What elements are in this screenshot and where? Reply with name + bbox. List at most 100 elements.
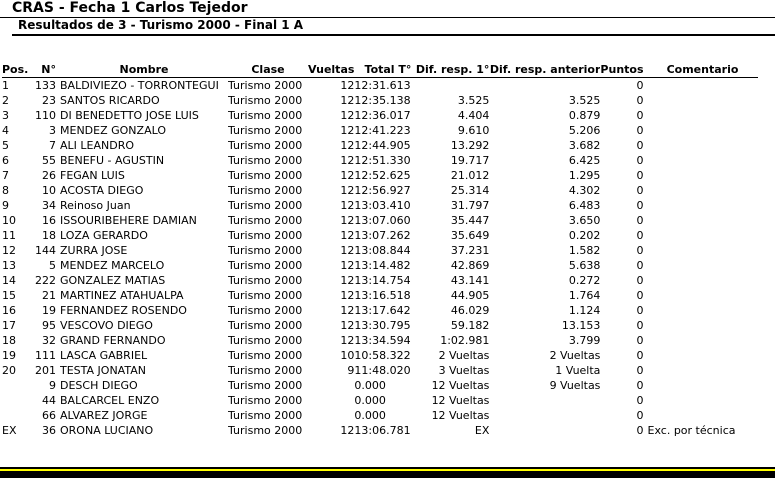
cell-diff-previous: 1.124 — [568, 304, 601, 317]
cell-laps: 12 — [340, 319, 355, 332]
cell-points: 0 — [636, 169, 644, 182]
cell-pos: 9 — [2, 199, 9, 212]
cell-laps — [308, 393, 354, 408]
cell-comment — [644, 393, 758, 408]
cell-pos: EX — [2, 424, 17, 437]
cell-total-time: 10:58.322 — [354, 349, 411, 362]
cell-number: 111 — [35, 349, 56, 362]
cell-laps: 12 — [340, 289, 355, 302]
cell-class: Turismo 2000 — [228, 289, 303, 302]
cell-total-time: 12:44.905 — [354, 139, 411, 152]
cell-comment — [644, 93, 758, 108]
cell-class: Turismo 2000 — [228, 304, 303, 317]
column-header-pos: Pos. — [2, 62, 30, 78]
cell-diff-first: 12 Vueltas — [431, 379, 490, 392]
cell-laps: 12 — [340, 259, 355, 272]
cell-number: 5 — [49, 259, 56, 272]
cell-comment — [644, 378, 758, 393]
cell-points: 0 — [636, 424, 644, 437]
cell-diff-first: 42.869 — [450, 259, 490, 272]
cell-diff-first: 13.292 — [450, 139, 490, 152]
cell-diff-previous: 1.295 — [568, 169, 601, 182]
cell-name: ACOSTA DIEGO — [60, 184, 144, 197]
cell-number: 21 — [42, 289, 56, 302]
table-row: 6 55 BENEFU - AGUSTIN Turismo 2000 12 12:51.3… — [2, 153, 758, 168]
cell-total-time: 13:08.844 — [354, 244, 411, 257]
cell-class: Turismo 2000 — [228, 199, 303, 212]
footer-yellow-bar — [0, 467, 775, 472]
cell-name: ALVAREZ JORGE — [60, 409, 148, 422]
cell-diff-first: 3.525 — [457, 94, 490, 107]
column-header-class: Clase — [228, 62, 308, 78]
cell-points: 0 — [636, 109, 644, 122]
cell-diff-first: 19.717 — [450, 154, 490, 167]
cell-laps: 12 — [340, 214, 355, 227]
cell-points: 0 — [636, 259, 644, 272]
cell-number: 95 — [42, 319, 56, 332]
table-row: 2 23 SANTOS RICARDO Turismo 2000 12 12:35.138… — [2, 93, 758, 108]
cell-diff-previous: 5.206 — [568, 124, 601, 137]
cell-diff-first: 9.610 — [457, 124, 490, 137]
cell-comment — [644, 138, 758, 153]
cell-diff-previous: 6.425 — [568, 154, 601, 167]
cell-name: ORONA LUCIANO — [60, 424, 154, 437]
table-row: 14 222 GONZALEZ MATIAS Turismo 2000 12 13:14.… — [2, 273, 758, 288]
cell-comment — [644, 288, 758, 303]
cell-points: 0 — [636, 124, 644, 137]
cell-number: 26 — [42, 169, 56, 182]
cell-diff-first: 1:02.981 — [440, 334, 490, 347]
cell-class: Turismo 2000 — [228, 184, 303, 197]
cell-points: 0 — [636, 229, 644, 242]
table-row: 10 16 ISSOURIBEHERE DAMIAN Turismo 2000 12 13… — [2, 213, 758, 228]
column-header-laps: Vueltas — [308, 62, 355, 78]
cell-name: Reinoso Juan — [60, 199, 131, 212]
column-header-diff-first: Dif. resp. 1° — [411, 62, 490, 78]
cell-diff-first: 46.029 — [450, 304, 490, 317]
cell-diff-first: 2 Vueltas — [438, 349, 490, 362]
cell-comment — [644, 213, 758, 228]
cell-diff-previous: 3.525 — [568, 94, 601, 107]
cell-number: 10 — [42, 184, 56, 197]
cell-number: 44 — [42, 394, 56, 407]
cell-laps: 12 — [340, 334, 355, 347]
cell-total-time: 13:34.594 — [354, 334, 411, 347]
cell-comment — [644, 273, 758, 288]
cell-points: 0 — [636, 349, 644, 362]
cell-laps: 12 — [340, 199, 355, 212]
cell-diff-first: 4.404 — [457, 109, 490, 122]
cell-diff-previous: 5.638 — [568, 259, 601, 272]
cell-total-time: 12:52.625 — [354, 169, 411, 182]
cell-class: Turismo 2000 — [228, 229, 303, 242]
column-header-name: Nombre — [60, 62, 228, 78]
cell-number: 18 — [42, 229, 56, 242]
cell-number: 32 — [42, 334, 56, 347]
cell-name: GRAND FERNANDO — [60, 334, 166, 347]
cell-pos: 11 — [2, 229, 16, 242]
cell-laps: 12 — [340, 169, 355, 182]
cell-total-time: 12:31.613 — [354, 79, 411, 92]
cell-laps: 12 — [340, 184, 355, 197]
table-row: 13 5 MENDEZ MARCELO Turismo 2000 12 13:14.482… — [2, 258, 758, 273]
cell-class: Turismo 2000 — [228, 364, 303, 377]
cell-pos — [2, 378, 30, 393]
cell-diff-first: 44.905 — [450, 289, 490, 302]
table-row: 18 32 GRAND FERNANDO Turismo 2000 12 13:34.59… — [2, 333, 758, 348]
table-row: 9 DESCH DIEGO Turismo 2000 0.000 12 Vueltas 9… — [2, 378, 758, 393]
cell-points: 0 — [636, 319, 644, 332]
cell-pos — [2, 393, 30, 408]
cell-pos — [2, 408, 30, 423]
cell-total-time: 12:35.138 — [354, 94, 411, 107]
table-row: 12 144 ZURRA JOSE Turismo 2000 12 13:08.844 37… — [2, 243, 758, 258]
cell-total-time: 12:36.017 — [354, 109, 411, 122]
table-row: 5 7 ALI LEANDRO Turismo 2000 12 12:44.905 13.2… — [2, 138, 758, 153]
cell-total-time: 13:16.518 — [354, 289, 411, 302]
cell-points: 0 — [636, 364, 644, 377]
table-row: 66 ALVAREZ JORGE Turismo 2000 0.000 12 Vuelt… — [2, 408, 758, 423]
cell-total-time: 0.000 — [354, 379, 386, 392]
cell-class: Turismo 2000 — [228, 379, 303, 392]
table-row: 20 201 TESTA JONATAN Turismo 2000 9 11:48.020… — [2, 363, 758, 378]
column-header-number: N° — [30, 62, 60, 78]
cell-total-time: 13:14.754 — [354, 274, 411, 287]
cell-pos: 7 — [2, 169, 9, 182]
cell-total-time: 12:51.330 — [354, 154, 411, 167]
